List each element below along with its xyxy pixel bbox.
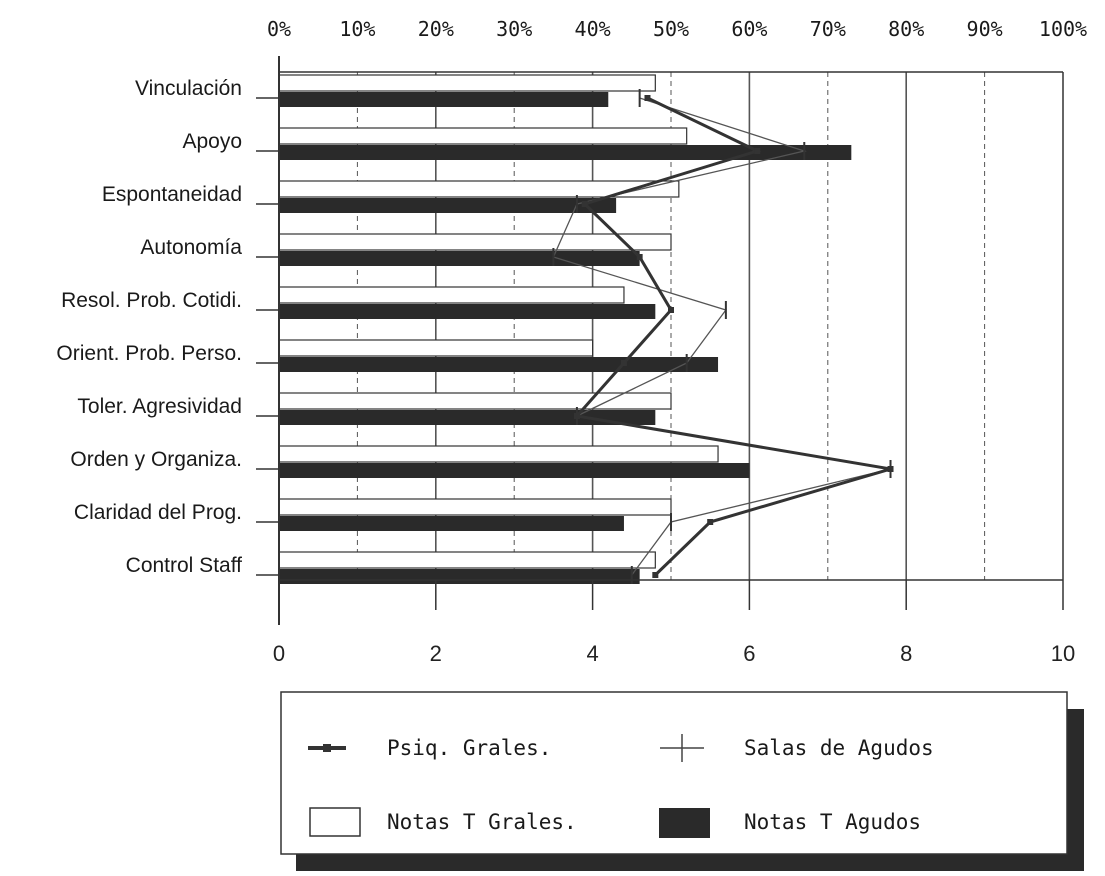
top-tick-7: 70% xyxy=(810,17,846,41)
bar-grales-1 xyxy=(278,127,688,145)
legend-marker-psiq xyxy=(323,744,331,752)
point-psiq-9 xyxy=(652,572,659,578)
bar-agudos-7 xyxy=(279,463,750,478)
bar-agudos-3 xyxy=(279,251,640,266)
bars xyxy=(278,74,852,584)
point-psiq-2 xyxy=(581,201,588,207)
category-label-2: Espontaneidad xyxy=(102,183,242,206)
category-label-0: Vinculación xyxy=(135,77,242,100)
top-axis-ticks: 0% 10% 20% 30% 40% 50% 60% 70% 80% 90% 100% xyxy=(267,17,1087,41)
series-lines xyxy=(552,89,894,584)
point-psiq-4 xyxy=(668,307,674,313)
top-tick-3: 30% xyxy=(496,17,532,41)
series-line-psiq xyxy=(574,96,891,577)
top-tick-8: 80% xyxy=(888,17,924,41)
bar-grales-4 xyxy=(278,286,625,304)
bar-grales-5 xyxy=(278,339,594,357)
legend-swatch-notas-grales xyxy=(309,807,361,837)
category-label-5: Orient. Prob. Perso. xyxy=(56,342,242,365)
point-psiq-6 xyxy=(573,413,580,419)
point-psiq-0 xyxy=(644,95,651,101)
top-tick-4: 40% xyxy=(575,17,611,41)
bottom-tick-2: 4 xyxy=(586,641,598,666)
top-tick-5: 50% xyxy=(653,17,689,41)
bar-agudos-2 xyxy=(279,198,617,213)
category-labels: Vinculación Apoyo Espontaneidad Autonomía Re… xyxy=(56,77,279,577)
legend-label-psiq: Psiq. Grales. xyxy=(387,736,551,760)
legend-entry-notas-grales: Notas T Grales. xyxy=(309,807,577,837)
legend-label-notas-grales: Notas T Grales. xyxy=(387,810,577,834)
category-label-8: Claridad del Prog. xyxy=(74,501,242,524)
bar-grales-0 xyxy=(278,74,656,92)
legend-label-salas: Salas de Agudos xyxy=(744,736,934,760)
legend-entry-salas: Salas de Agudos xyxy=(660,734,934,762)
bar-grales-3 xyxy=(278,233,672,251)
legend: Psiq. Grales. Salas de Agudos Notas T Gr… xyxy=(280,691,1084,871)
legend-label-notas-agudos: Notas T Agudos xyxy=(744,810,921,834)
point-psiq-1 xyxy=(754,148,761,154)
bar-grales-6 xyxy=(278,392,672,410)
legend-entry-notas-agudos: Notas T Agudos xyxy=(659,808,921,838)
bar-agudos-4 xyxy=(279,304,656,319)
bottom-tick-3: 6 xyxy=(743,641,755,666)
category-label-1: Apoyo xyxy=(182,130,242,153)
bar-agudos-9 xyxy=(279,569,640,584)
category-label-4: Resol. Prob. Cotidi. xyxy=(61,289,242,312)
bar-agudos-1 xyxy=(279,145,852,160)
bar-grales-7 xyxy=(278,445,719,463)
top-tick-6: 60% xyxy=(731,17,767,41)
category-label-7: Orden y Organiza. xyxy=(70,448,242,471)
point-psiq-8 xyxy=(707,519,714,525)
point-psiq-7 xyxy=(887,466,894,472)
top-tick-10: 100% xyxy=(1039,17,1087,41)
top-tick-0: 0% xyxy=(267,17,291,41)
top-tick-1: 10% xyxy=(339,17,375,41)
point-psiq-5 xyxy=(620,360,627,366)
point-psiq-3 xyxy=(636,254,643,260)
bar-grales-9 xyxy=(278,551,656,569)
legend-swatch-notas-agudos xyxy=(659,808,710,838)
bottom-tick-4: 8 xyxy=(900,641,912,666)
bar-agudos-6 xyxy=(279,410,656,425)
legend-entry-psiq: Psiq. Grales. xyxy=(308,736,551,760)
top-tick-2: 20% xyxy=(418,17,454,41)
bar-agudos-5 xyxy=(279,357,719,372)
top-tick-9: 90% xyxy=(967,17,1003,41)
bottom-tick-5: 10 xyxy=(1051,641,1075,666)
bottom-tick-1: 2 xyxy=(430,641,442,666)
bottom-tick-0: 0 xyxy=(273,641,285,666)
bar-grales-8 xyxy=(278,498,672,516)
category-label-6: Toler. Agresividad xyxy=(77,395,242,418)
category-label-3: Autonomía xyxy=(140,236,242,259)
bar-agudos-8 xyxy=(279,516,624,531)
category-label-9: Control Staff xyxy=(126,554,243,577)
series-line-salas xyxy=(552,97,891,576)
bottom-axis-ticks: 0 2 4 6 8 10 xyxy=(273,580,1075,666)
bar-agudos-0 xyxy=(279,92,609,107)
